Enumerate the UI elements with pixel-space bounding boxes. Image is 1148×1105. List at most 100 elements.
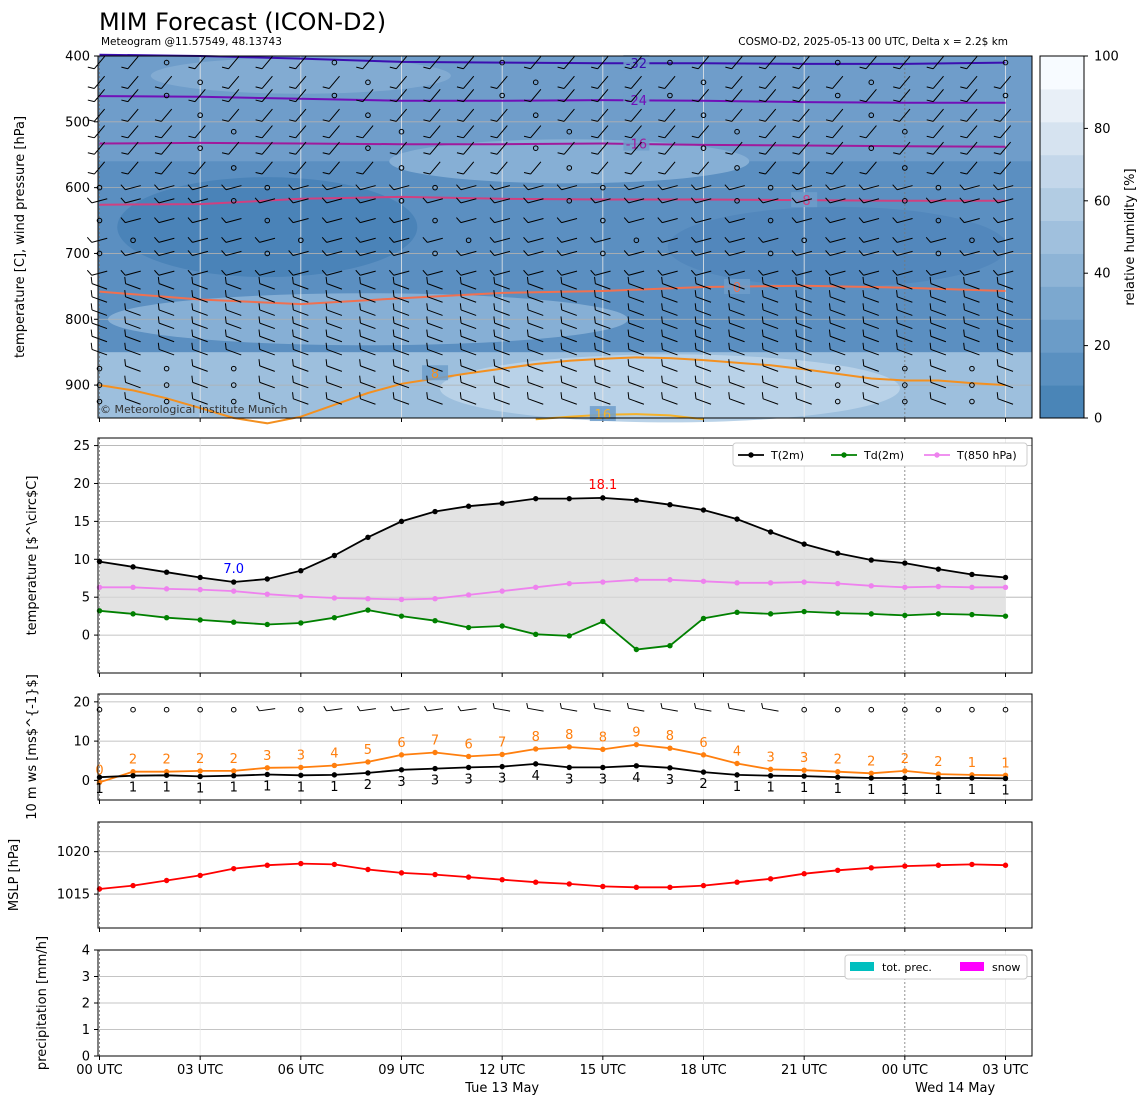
wind-barb (795, 316, 812, 330)
wind-barb (992, 217, 1014, 224)
y-axis-label: temperature [C], wind pressure [hPa] (13, 116, 28, 358)
wind-barb (456, 108, 475, 122)
wind-barb (690, 184, 712, 191)
gust-point (767, 766, 774, 773)
mean-wind-value-label: 3 (431, 774, 439, 789)
wind-barb (292, 303, 309, 316)
wind-barb (359, 359, 376, 372)
wind-barb (355, 250, 376, 257)
wind-barb (556, 184, 578, 191)
wind-barb (120, 217, 141, 224)
gust-value-label: 2 (129, 753, 137, 768)
mslp-point (197, 872, 203, 879)
gust-point (197, 768, 203, 774)
wind-barb (694, 316, 712, 330)
mean-wind-point (667, 765, 673, 771)
wind-barb (925, 269, 947, 276)
wind-barb (758, 197, 779, 204)
wind-barb (154, 197, 175, 204)
wind-barb (862, 392, 879, 405)
wind-barb (489, 184, 511, 191)
surface-wind-calm-marker (130, 706, 136, 713)
wind-barb (87, 108, 106, 122)
wind-barb (557, 108, 575, 122)
wind-barb (996, 290, 1014, 303)
wind-barb (423, 56, 441, 70)
surface-wind-calm-marker (298, 706, 304, 713)
wind-barb (627, 316, 645, 330)
wind-barb (325, 316, 343, 330)
wind-calm-marker (801, 237, 807, 244)
wind-barb (321, 269, 343, 276)
wind-barb (758, 269, 779, 276)
wind-barb (896, 316, 913, 330)
wind-barb (355, 269, 376, 276)
wind-barb (289, 161, 307, 175)
wind-barb (258, 316, 275, 330)
t2m-point (298, 567, 304, 574)
wind-barb (392, 276, 410, 290)
wind-barb (255, 56, 273, 70)
wind-barb (661, 290, 678, 303)
wind-barb (493, 290, 510, 303)
colorbar-step (1040, 56, 1084, 90)
wind-barb (288, 197, 309, 204)
wind-barb (459, 342, 477, 356)
wind-barb (992, 184, 1014, 191)
gust-point (331, 762, 338, 769)
wind-barb (893, 141, 911, 155)
wind-calm-marker (331, 59, 338, 66)
wind-barb (359, 316, 376, 330)
isotherm-label-bg (422, 365, 449, 381)
wind-barb (526, 276, 544, 290)
wind-barb (426, 303, 443, 316)
t850-point (835, 580, 841, 587)
wind-calm-marker (734, 128, 740, 135)
wind-barb (624, 161, 642, 175)
isotherm-line (99, 195, 1006, 206)
mslp-point (1002, 862, 1009, 868)
mslp-point (298, 860, 304, 867)
t850-line (99, 578, 1006, 601)
wind-panel-frame (97, 693, 1033, 801)
wind-barb (255, 108, 273, 122)
wind-barb (490, 141, 508, 155)
wind-barb (758, 108, 777, 122)
t850-point (566, 580, 572, 587)
wind-barb (86, 197, 108, 204)
gust-value-label: 4 (330, 746, 338, 761)
mean-wind-point (298, 772, 304, 778)
gust-point (667, 745, 673, 751)
wind-barb (627, 329, 645, 343)
wind-barb (725, 108, 743, 122)
surface-wind-calm-marker (902, 706, 908, 713)
wind-barb (422, 197, 443, 204)
colorbar-step (1040, 352, 1084, 386)
date-label: Tue 13 May (464, 1081, 539, 1096)
wind-barb (388, 269, 410, 276)
wind-barb (254, 197, 276, 204)
colorbar-tick-label: 80 (1094, 122, 1111, 137)
t2m-point (465, 503, 472, 509)
colorbar-step (1040, 121, 1084, 156)
wind-barb (355, 237, 376, 243)
wind-barb (154, 269, 175, 276)
wind-calm-marker (230, 398, 237, 405)
gust-point (298, 764, 304, 771)
wind-barb (960, 161, 978, 175)
colorbar-frame (1039, 55, 1085, 419)
t850-point (163, 586, 170, 592)
wind-barb (929, 303, 947, 316)
wind-barb (960, 75, 978, 89)
t2m-line (99, 496, 1006, 583)
colorbar-step (1040, 154, 1084, 189)
t2m-point (533, 495, 539, 502)
gust-value-label: 2 (230, 752, 238, 767)
wind-barb (392, 303, 410, 316)
wind-barb (960, 56, 978, 70)
mean-wind-point (1002, 775, 1009, 782)
gust-point (700, 752, 707, 758)
wind-barb (188, 56, 206, 70)
wind-barb (560, 316, 577, 330)
wind-barb (825, 250, 846, 257)
